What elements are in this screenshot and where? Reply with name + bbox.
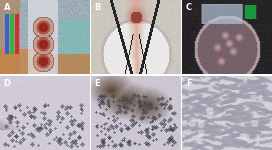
Text: B: B bbox=[95, 3, 101, 12]
Text: E: E bbox=[95, 79, 100, 88]
Text: C: C bbox=[186, 3, 192, 12]
Text: A: A bbox=[4, 3, 10, 12]
Text: F: F bbox=[186, 79, 191, 88]
Text: D: D bbox=[4, 79, 11, 88]
